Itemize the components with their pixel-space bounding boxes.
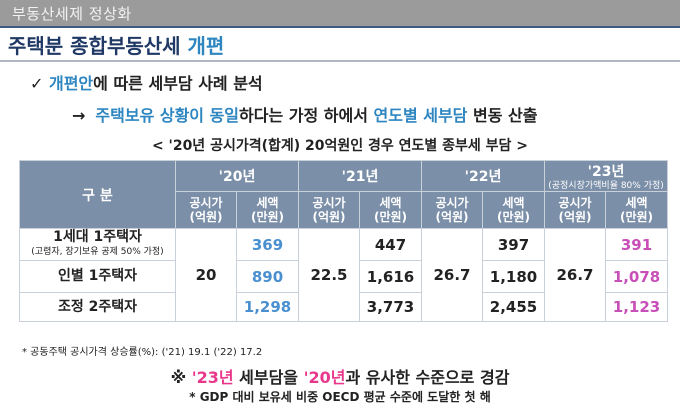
subhead-tax: 세액 (만원) — [482, 191, 545, 229]
table-row: 1세대 1주택자 (고령자, 장기보유 공제 50% 가정) 20 369 22… — [19, 228, 668, 322]
subhead-price: 공시가 (억원) — [175, 191, 237, 229]
row-label: 인별 1주택자 — [19, 260, 176, 293]
tax-table: 구 분 '20년 '21년 '22년 '23년 (공정시장가액비율 80% 가정… — [19, 160, 668, 322]
price-cell: 20 — [175, 228, 237, 322]
tax-cell: 369 — [236, 228, 299, 261]
conclusion-text-2: 과 유사한 수준으로 경감 — [345, 368, 510, 387]
subhead-tax: 세액 (만원) — [236, 191, 299, 229]
year-23-note: (공정시장가액비율 80% 가정) — [548, 181, 664, 191]
footnote: * 공동주택 공시가격 상승률(%): ('21) 19.1 ('22) 17.… — [22, 347, 263, 358]
table-row: 인별 1주택자 890 1,616 1,180 1,078 — [19, 260, 668, 293]
bullet-2-end: 변동 산출 — [467, 106, 538, 125]
table-caption: < '20년 공시가격(합계) 20억원인 경우 연도별 종부세 부담 > — [151, 138, 529, 154]
conclusion-year-23: '23년 — [191, 368, 234, 387]
page-title: 주택분 종합부동산세 개편 — [8, 30, 224, 59]
bullet-2: → 주택보유 상황이 동일하다는 가정 하에서 연도별 세부담 변동 산출 — [72, 102, 537, 126]
table-row: 조정 2주택자 1,298 3,773 2,455 1,123 — [19, 292, 668, 322]
row-label: 1세대 1주택자 (고령자, 장기보유 공제 50% 가정) — [19, 228, 176, 261]
subhead-tax: 세액 (만원) — [605, 191, 668, 229]
subhead-price: 공시가 (억원) — [544, 191, 606, 229]
bullet-1-blue: 개편안 — [48, 74, 94, 93]
tax-cell: 1,616 — [359, 260, 422, 293]
subhead-tax: 세액 (만원) — [359, 191, 422, 229]
tax-cell: 1,298 — [236, 292, 299, 322]
row-label-sub: (고령자, 장기보유 공제 50% 가정) — [31, 246, 164, 257]
table-corner: 구 분 — [19, 160, 176, 229]
conclusion-sub: * GDP 대비 보유세 비중 OECD 평균 수준에 도달한 첫 해 — [189, 390, 491, 404]
tax-cell: 1,123 — [605, 292, 668, 322]
arrow-icon: → — [72, 106, 86, 125]
title-accent: 개편 — [187, 34, 225, 58]
bullet-2-blue1: 주택보유 상황이 동일 — [95, 106, 240, 125]
year-header-21: '21년 — [298, 160, 422, 192]
price-cell: 26.7 — [544, 228, 606, 322]
row-label: 조정 2주택자 — [19, 292, 176, 322]
bullet-2-mid: 하다는 가정 하에서 — [239, 106, 374, 125]
subhead-price: 공시가 (억원) — [298, 191, 360, 229]
tax-cell: 2,455 — [482, 292, 545, 322]
bullet-1: ✓ 개편안에 따른 세부담 사례 분석 — [30, 70, 263, 94]
row-label-text: 1세대 1주택자 — [53, 228, 142, 245]
subhead-price: 공시가 (억원) — [421, 191, 483, 229]
price-cell: 22.5 — [298, 228, 360, 322]
year-header-20: '20년 — [175, 160, 299, 192]
tax-cell: 1,180 — [482, 260, 545, 293]
tax-cell: 447 — [359, 228, 422, 261]
year-header-22: '22년 — [421, 160, 545, 192]
tax-cell: 890 — [236, 260, 299, 293]
tax-cell: 391 — [605, 228, 668, 261]
section-label: 부동산세제 정상화 — [12, 5, 132, 23]
tax-cell: 397 — [482, 228, 545, 261]
year-23-label: '23년 — [587, 164, 625, 180]
bullet-2-blue2: 연도별 세부담 — [373, 106, 468, 125]
check-icon: ✓ — [30, 74, 44, 93]
title-divider — [0, 60, 680, 62]
tax-cell: 3,773 — [359, 292, 422, 322]
year-header-23: '23년 (공정시장가액비율 80% 가정) — [544, 160, 668, 192]
bullet-1-bold: 세부담 사례 분석 — [148, 74, 263, 93]
section-bar: 부동산세제 정상화 — [0, 0, 680, 28]
title-main: 주택분 종합부동산세 — [8, 34, 188, 58]
price-cell: 26.7 — [421, 228, 483, 322]
note-mark: ※ — [170, 368, 192, 387]
conclusion-text-1: 세부담을 — [233, 368, 304, 387]
tax-cell: 1,078 — [605, 260, 668, 293]
conclusion: ※ '23년 세부담을 '20년과 유사한 수준으로 경감 — [0, 364, 680, 388]
conclusion-year-20: '20년 — [303, 368, 346, 387]
bullet-1-text: 에 따른 — [93, 74, 149, 93]
